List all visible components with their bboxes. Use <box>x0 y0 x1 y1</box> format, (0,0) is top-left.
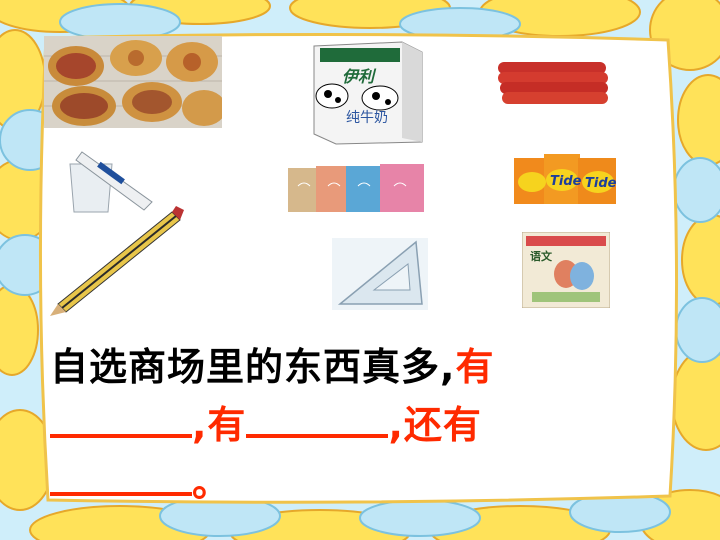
detergent-image: Tide Tide <box>514 152 618 206</box>
textbook-image: 语文 <box>522 232 610 308</box>
toothpaste-image <box>66 150 156 216</box>
set-square-icon <box>332 238 428 310</box>
sentence-sep-2: ,还有 <box>388 403 482 447</box>
fill-in-sentence: 自选商场里的东西真多,有 ,有 ,还有 。 <box>50 338 660 512</box>
detergent-brand-text-2: Tide <box>585 176 617 191</box>
sentence-sep-1: ,有 <box>192 403 247 447</box>
blank-2[interactable] <box>246 404 389 438</box>
detergent-bag-icon: Tide Tide <box>514 154 617 204</box>
milk-carton-icon: 伊利 纯牛奶 <box>313 41 423 145</box>
textbook-title-text: 语文 <box>530 249 553 263</box>
pizza-bread-icon <box>44 36 222 128</box>
textbook-icon: 语文 <box>522 232 610 308</box>
sentence-you-1: 有 <box>455 345 495 389</box>
toothpaste-cup-icon <box>69 151 153 213</box>
towel-stack-icon <box>288 164 424 212</box>
sentence-part1: 自选商场里的东西真多, <box>50 345 456 389</box>
detergent-brand-text: Tide <box>550 174 582 189</box>
bread-image <box>44 36 222 128</box>
pencil-icon <box>50 206 184 316</box>
blank-1[interactable] <box>50 404 192 438</box>
blank-3[interactable] <box>50 462 192 496</box>
pencil-image <box>44 204 186 318</box>
milk-brand-text: 伊利 <box>342 67 377 86</box>
milk-label-text: 纯牛奶 <box>346 110 388 126</box>
towels-image <box>288 164 432 214</box>
triangle-ruler-image <box>332 238 428 310</box>
sausage-image <box>492 58 614 106</box>
sausage-icon <box>492 58 614 106</box>
sentence-end: 。 <box>192 461 232 505</box>
milk-image: 伊利 纯牛奶 <box>306 38 430 146</box>
